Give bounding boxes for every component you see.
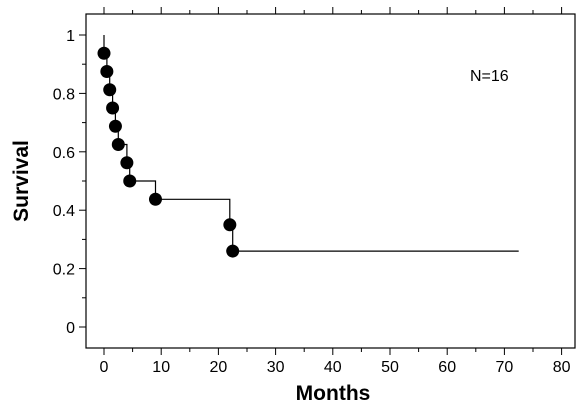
y-tick-label: 1 [66, 28, 75, 45]
x-tick-label: 10 [152, 359, 170, 376]
x-tick-label: 40 [324, 359, 342, 376]
event-marker [123, 174, 137, 188]
x-tick-label: 0 [100, 359, 109, 376]
axis-ticks: 0 10 20 30 40 50 60 70 80 0 0.2 0.4 0.6 0.8 1 [53, 7, 571, 376]
y-tick-label: 0.6 [53, 145, 75, 162]
x-tick-label: 70 [496, 359, 514, 376]
survival-curve-layer [103, 35, 519, 252]
plot-border [85, 13, 576, 349]
event-markers [97, 46, 240, 258]
event-marker [120, 156, 134, 170]
event-marker [111, 138, 125, 151]
x-tick-label: 80 [553, 359, 571, 376]
survival-step-line [103, 35, 519, 252]
sample-size-annotation: N=16 [470, 68, 509, 85]
y-tick-label: 0.2 [53, 262, 75, 279]
y-tick-label: 0 [66, 320, 75, 337]
event-marker [106, 101, 120, 115]
event-marker [223, 218, 237, 232]
x-axis-label: Months [296, 382, 371, 405]
x-tick-label: 60 [438, 359, 456, 376]
event-marker [148, 192, 162, 206]
x-tick-label: 20 [210, 359, 228, 376]
y-tick-label: 0.4 [53, 203, 75, 220]
y-tick-label: 0.8 [53, 86, 75, 103]
event-marker [97, 46, 111, 60]
event-marker [103, 83, 117, 97]
x-tick-label: 30 [267, 359, 285, 376]
event-marker [226, 244, 240, 258]
y-axis-label: Survival [10, 140, 33, 222]
event-marker [100, 65, 114, 78]
plot-frame [85, 13, 576, 349]
event-marker [108, 119, 122, 133]
x-tick-label: 50 [381, 359, 399, 376]
